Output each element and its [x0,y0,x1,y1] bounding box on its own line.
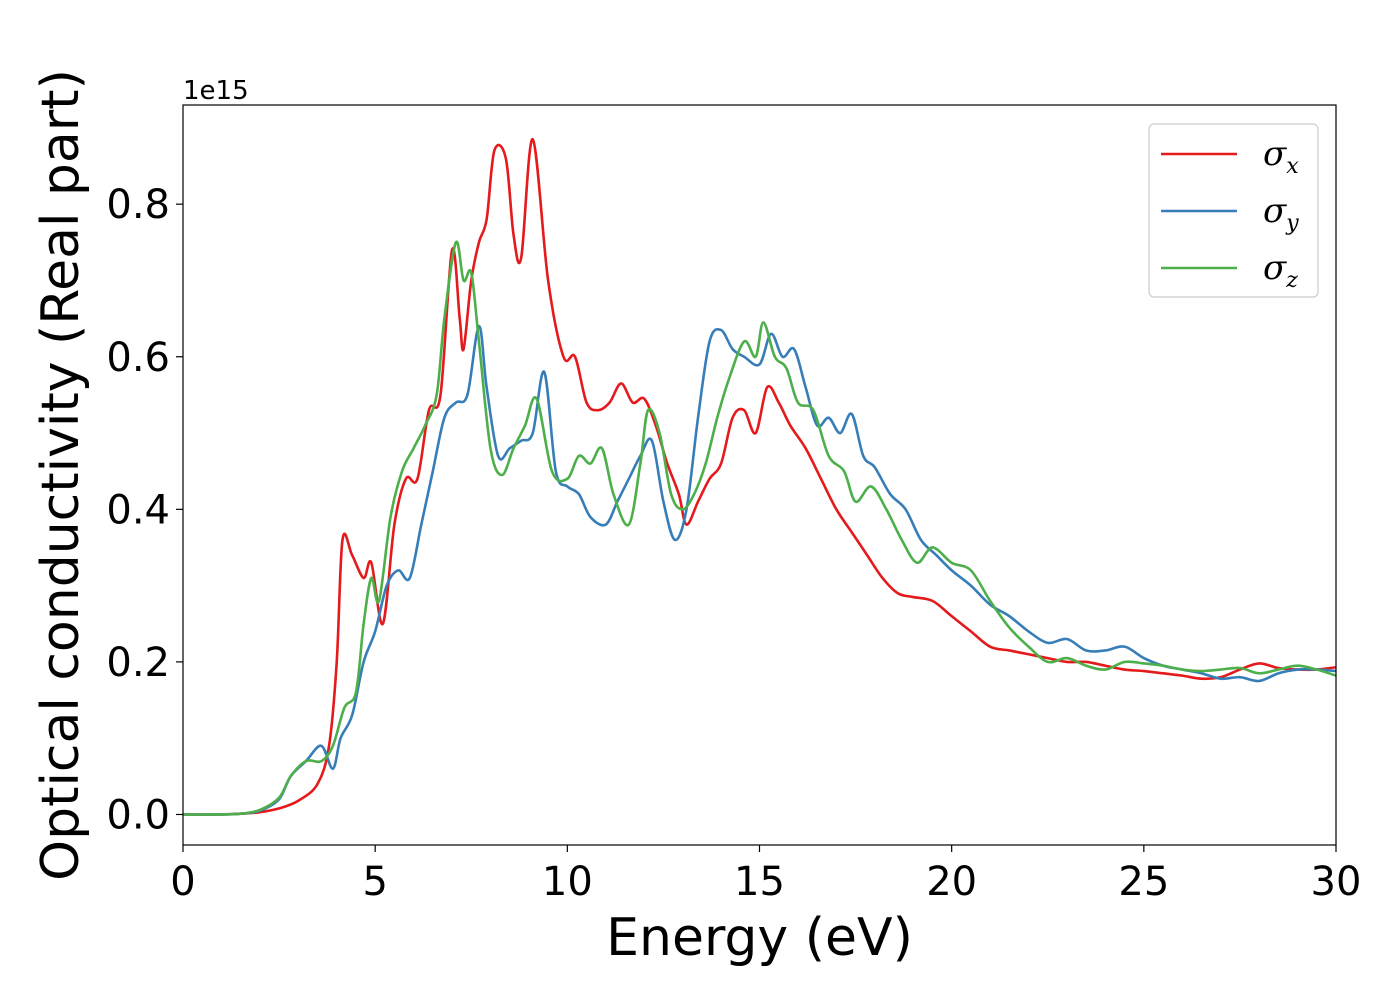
y-tick-label: 0.0 [106,792,170,838]
y-tick-label: 0.8 [106,182,170,228]
x-tick-label: 25 [1118,859,1169,905]
legend: σx σy σz [1148,123,1319,298]
series-layer [183,138,1336,816]
x-tick-label: 5 [362,859,387,905]
legend-label-sigma-z: σz [1263,248,1298,293]
legend-label-sigma-y: σy [1263,191,1299,236]
y-axis-offset-label: 1e15 [183,76,249,106]
y-tick-label: 0.2 [106,640,170,686]
y-tick-label: 0.6 [106,335,170,381]
y-axis-ticks: 0.0 0.2 0.4 0.6 0.8 [106,182,183,838]
series-line-sigma-x [183,138,1336,816]
x-axis-ticks: 0 5 10 15 20 25 30 [170,845,1361,905]
x-tick-label: 10 [542,859,593,905]
series-line-sigma-y [183,324,1336,816]
x-tick-label: 0 [170,859,195,905]
x-tick-label: 20 [926,859,977,905]
y-tick-label: 0.4 [106,487,170,533]
x-axis-label: Energy (eV) [606,908,913,968]
x-tick-label: 30 [1311,859,1362,905]
y-axis-label: Optical conductivity (Real part) [31,69,91,881]
x-tick-label: 15 [734,859,785,905]
series-line-sigma-z [183,240,1336,816]
legend-label-sigma-x: σx [1263,134,1299,179]
